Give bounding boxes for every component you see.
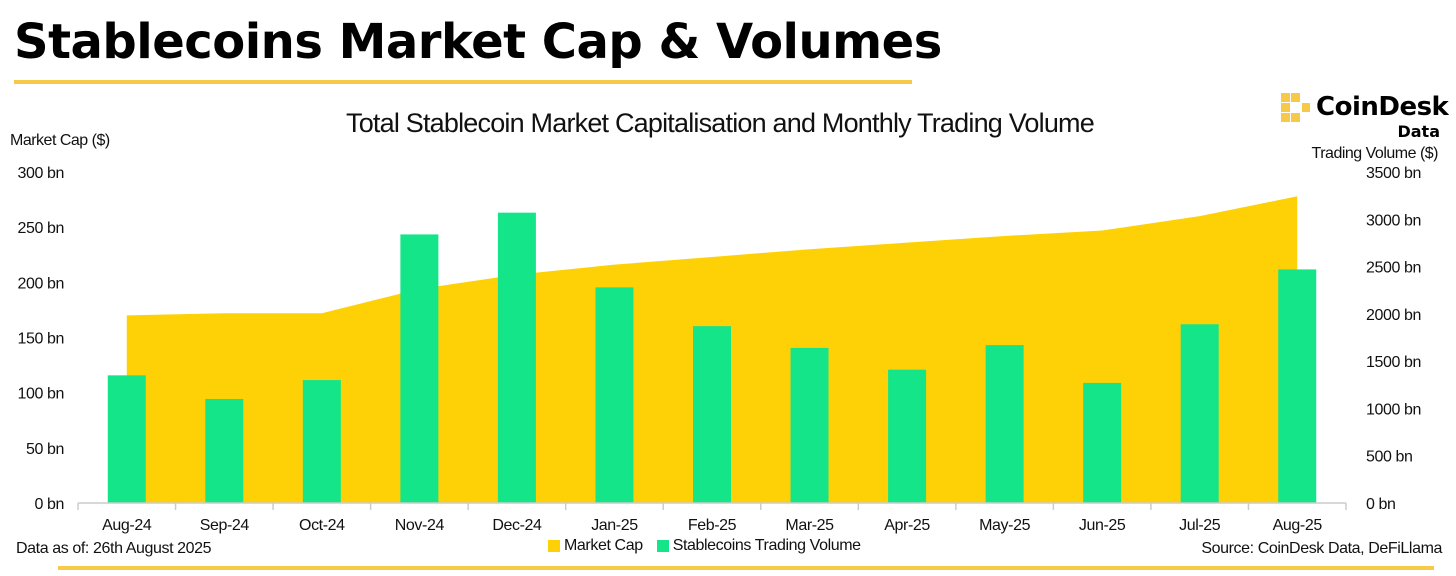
coindesk-logo-icon bbox=[1281, 93, 1310, 122]
left-y-tick-label: 200 bn bbox=[17, 275, 64, 292]
right-y-tick-label: 500 bn bbox=[1366, 449, 1413, 466]
x-tick-label: Mar-25 bbox=[785, 517, 834, 534]
volume-bar bbox=[497, 212, 536, 503]
left-y-tick-label: 100 bn bbox=[17, 386, 64, 403]
right-y-tick-label: 1500 bn bbox=[1366, 354, 1421, 371]
left-y-tick-label: 150 bn bbox=[17, 331, 64, 348]
logo-name: CoinDesk bbox=[1316, 92, 1449, 122]
coindesk-data-logo: CoinDesk Data bbox=[1278, 90, 1449, 146]
source-note: Source: CoinDesk Data, DeFiLlama bbox=[1201, 540, 1442, 557]
heading-underline bbox=[14, 80, 912, 84]
left-y-tick-label: 50 bn bbox=[26, 441, 64, 458]
volume-bar bbox=[888, 369, 927, 503]
x-tick-label: Aug-25 bbox=[1273, 517, 1323, 534]
volume-bar bbox=[985, 345, 1024, 503]
volume-bar bbox=[1180, 324, 1219, 503]
footer-rule bbox=[58, 566, 1434, 570]
x-tick-label: Oct-24 bbox=[299, 517, 345, 534]
volume-bar bbox=[302, 380, 341, 503]
volume-bar bbox=[693, 326, 731, 503]
logo-sub: Data bbox=[1397, 122, 1440, 141]
x-tick-label: Dec-24 bbox=[492, 517, 542, 534]
chart-title: Total Stablecoin Market Capitalisation a… bbox=[346, 108, 1095, 138]
x-tick-label: Nov-24 bbox=[395, 517, 445, 534]
legend-label-market-cap: Market Cap bbox=[564, 537, 643, 554]
data-as-of-note: Data as of: 26th August 2025 bbox=[16, 540, 212, 557]
legend-item-market-cap: Market Cap bbox=[548, 537, 643, 555]
volume-bar bbox=[790, 347, 829, 503]
x-tick-label: May-25 bbox=[979, 517, 1030, 534]
legend-label-trading-volume: Stablecoins Trading Volume bbox=[672, 537, 861, 554]
x-tick-label: Aug-24 bbox=[102, 517, 152, 534]
page-heading: Stablecoins Market Cap & Volumes bbox=[14, 14, 942, 70]
x-tick-label: Feb-25 bbox=[688, 517, 737, 534]
volume-bar bbox=[595, 287, 634, 503]
left-y-tick-label: 300 bn bbox=[17, 165, 64, 182]
left-axis-title: Market Cap ($) bbox=[10, 132, 110, 149]
volume-bar bbox=[205, 398, 244, 503]
volume-bar bbox=[1278, 269, 1317, 503]
legend-swatch-market-cap bbox=[548, 540, 560, 552]
right-y-tick-label: 2000 bn bbox=[1366, 307, 1421, 324]
right-y-tick-label: 0 bn bbox=[1366, 496, 1396, 513]
x-tick-label: Jan-25 bbox=[591, 517, 638, 534]
chart-legend: Market Cap Stablecoins Trading Volume bbox=[548, 537, 875, 555]
left-y-tick-label: 250 bn bbox=[17, 220, 64, 237]
legend-swatch-trading-volume bbox=[656, 540, 669, 552]
right-y-tick-label: 3000 bn bbox=[1366, 212, 1421, 229]
right-y-tick-label: 1000 bn bbox=[1366, 401, 1421, 418]
x-tick-label: Jul-25 bbox=[1179, 517, 1221, 534]
right-axis-title: Trading Volume ($) bbox=[1311, 145, 1439, 162]
volume-bar bbox=[400, 234, 439, 503]
volume-bar bbox=[107, 375, 146, 503]
volume-bar bbox=[1083, 382, 1122, 503]
right-y-tick-label: 3500 bn bbox=[1366, 165, 1421, 182]
left-y-tick-label: 0 bn bbox=[34, 496, 64, 513]
x-tick-label: Sep-24 bbox=[200, 517, 250, 534]
legend-item-trading-volume: Stablecoins Trading Volume bbox=[656, 537, 861, 555]
right-y-tick-label: 2500 bn bbox=[1366, 260, 1421, 277]
x-tick-label: Apr-25 bbox=[884, 517, 930, 534]
x-tick-label: Jun-25 bbox=[1079, 517, 1126, 534]
